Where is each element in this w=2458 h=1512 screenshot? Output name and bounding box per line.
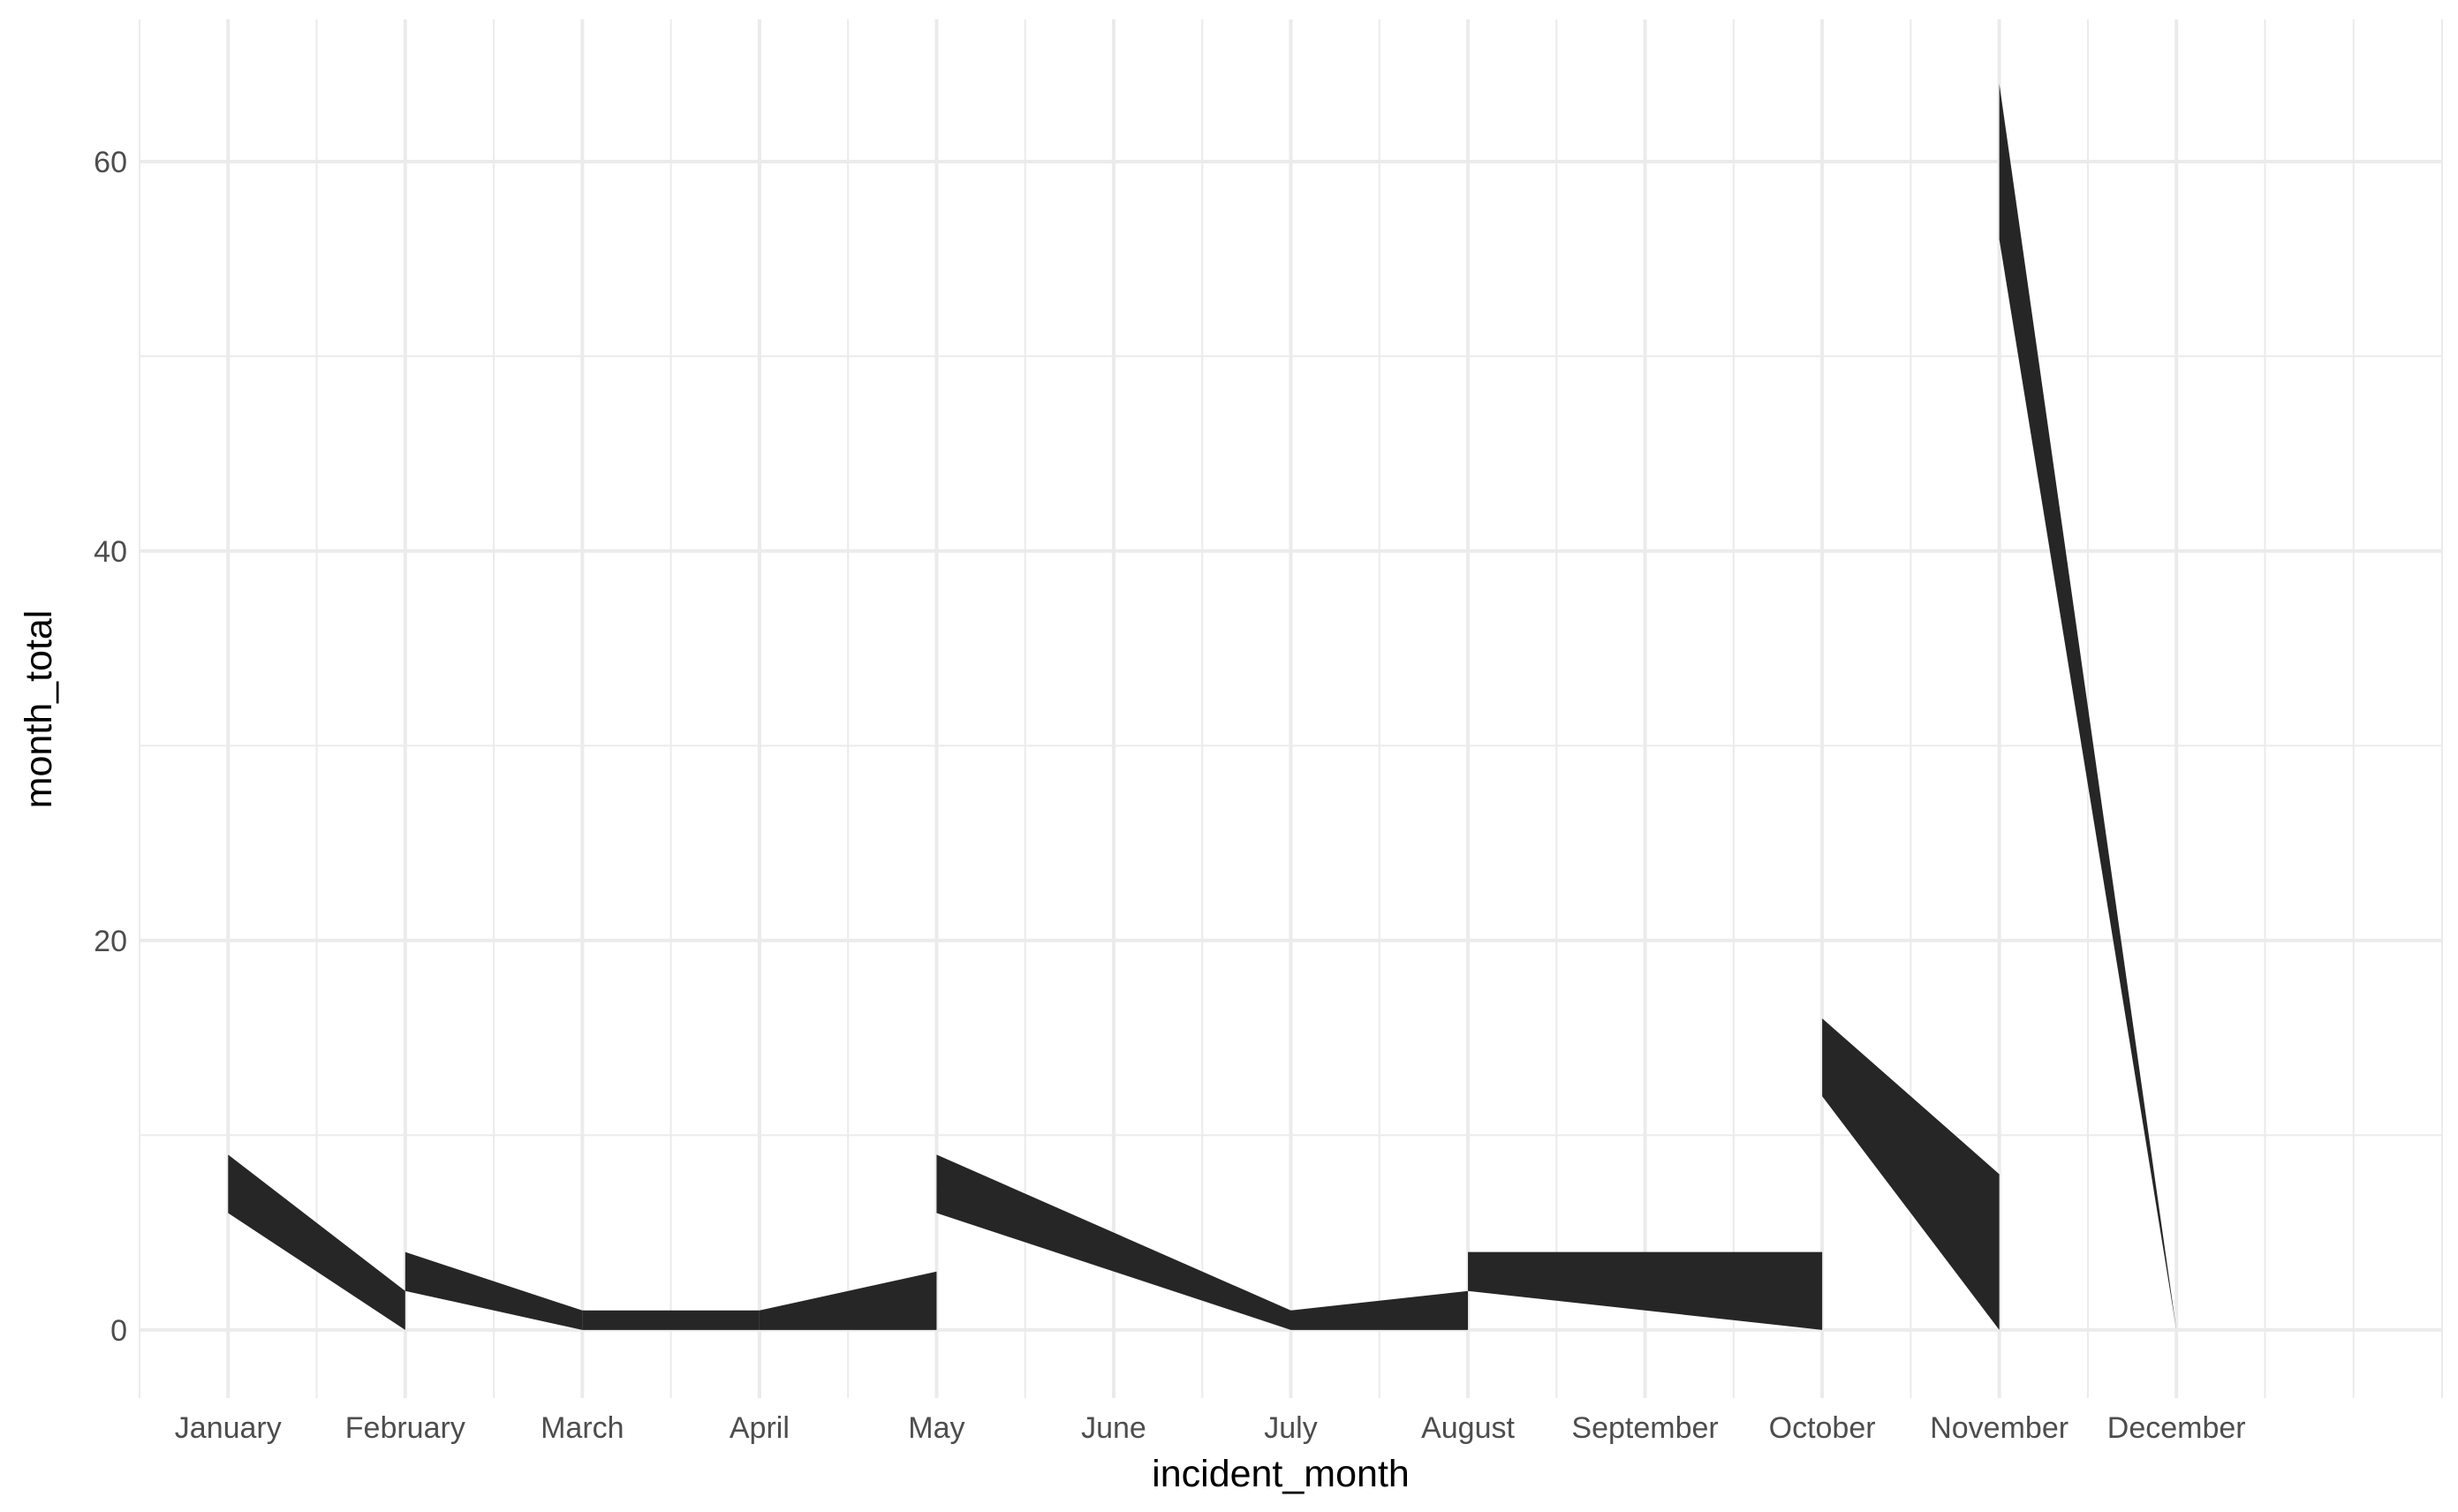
area-segment-9 (1999, 83, 2177, 1330)
area-segment-5 (936, 1154, 1291, 1330)
x-tick-label: December (2107, 1411, 2246, 1445)
area-segment-3 (582, 1310, 760, 1330)
x-tick-label: January (175, 1411, 282, 1445)
x-tick-label: June (1081, 1411, 1146, 1445)
area-segment-8 (1822, 1018, 2000, 1330)
area-segment-1 (228, 1154, 405, 1330)
x-tick-label: November (1930, 1411, 2069, 1445)
area-segment-6 (1290, 1290, 1469, 1330)
y-axis-title: month_total (18, 610, 60, 809)
major-gridlines (140, 19, 2442, 1398)
area-segment-2 (405, 1251, 583, 1330)
area-segments (228, 83, 2177, 1330)
x-tick-label: April (730, 1411, 790, 1445)
x-tick-label: July (1264, 1411, 1317, 1445)
x-tick-label: February (345, 1411, 465, 1445)
y-tick-label: 20 (94, 925, 127, 958)
y-tick-labels: 0 20 40 60 (94, 146, 127, 1348)
y-tick-label: 0 (110, 1314, 127, 1348)
area-segment-4 (759, 1271, 937, 1330)
x-tick-label: August (1421, 1411, 1515, 1445)
x-tick-labels: January February March April May June July Augu… (175, 1411, 2246, 1445)
x-tick-label: September (1571, 1411, 1718, 1445)
x-tick-label: May (908, 1411, 964, 1445)
y-tick-label: 40 (94, 535, 127, 569)
y-tick-label: 60 (94, 146, 127, 179)
area-segment-7 (1468, 1251, 1823, 1330)
x-tick-label: March (541, 1411, 624, 1445)
x-axis-title: incident_month (1152, 1453, 1410, 1495)
x-tick-label: October (1769, 1411, 1876, 1445)
